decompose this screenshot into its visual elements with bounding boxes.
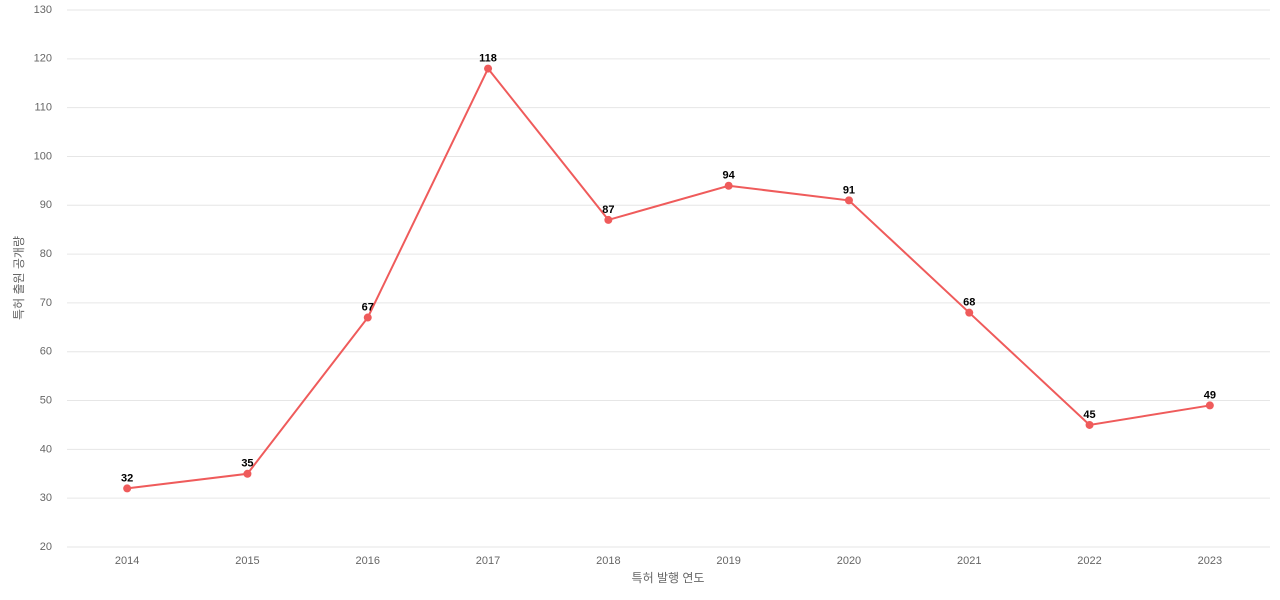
y-tick-label: 20 [40, 541, 52, 553]
y-tick-label: 110 [34, 102, 52, 114]
y-tick-label: 80 [40, 248, 52, 260]
x-tick-label: 2014 [115, 555, 139, 567]
y-tick-label: 100 [34, 150, 52, 162]
value-label: 118 [479, 52, 497, 64]
point [724, 181, 733, 190]
x-tick-label: 2018 [596, 555, 620, 567]
point [844, 196, 853, 205]
x-tick-label: 2021 [957, 555, 981, 567]
value-label: 32 [121, 472, 133, 484]
value-label: 49 [1204, 389, 1216, 401]
point [965, 308, 974, 317]
x-tick-label: 2015 [235, 555, 259, 567]
y-axis-title: 특허 출원 공개량 [12, 236, 26, 320]
value-label: 45 [1083, 409, 1095, 421]
y-tick-label: 120 [34, 53, 52, 65]
point [604, 215, 613, 224]
value-label: 91 [843, 184, 855, 196]
x-tick-label: 2023 [1198, 555, 1222, 567]
y-tick-label: 70 [40, 297, 52, 309]
value-label: 87 [602, 204, 614, 216]
y-tick-label: 90 [40, 199, 52, 211]
y-tick-label: 40 [40, 443, 52, 455]
point [1205, 401, 1214, 410]
value-label: 35 [241, 458, 253, 470]
y-tick-label: 30 [40, 492, 52, 504]
point [484, 64, 493, 73]
value-label: 68 [963, 297, 975, 309]
x-tick-label: 2019 [716, 555, 740, 567]
line [127, 66, 1211, 490]
y-tick-label: 130 [34, 4, 52, 16]
x-tick-label: 2020 [837, 555, 861, 567]
point [123, 484, 132, 493]
value-label: 67 [362, 301, 374, 313]
y-tick-label: 60 [40, 346, 52, 358]
x-axis-title: 특허 발행 연도 [632, 570, 705, 585]
value-label: 94 [723, 170, 736, 182]
x-tick-label: 2017 [476, 555, 500, 567]
point [243, 469, 252, 478]
point [363, 313, 372, 322]
x-tick-label: 2022 [1077, 555, 1101, 567]
x-tick-label: 2016 [356, 555, 380, 567]
point [1085, 420, 1094, 429]
y-tick-label: 50 [40, 394, 52, 406]
